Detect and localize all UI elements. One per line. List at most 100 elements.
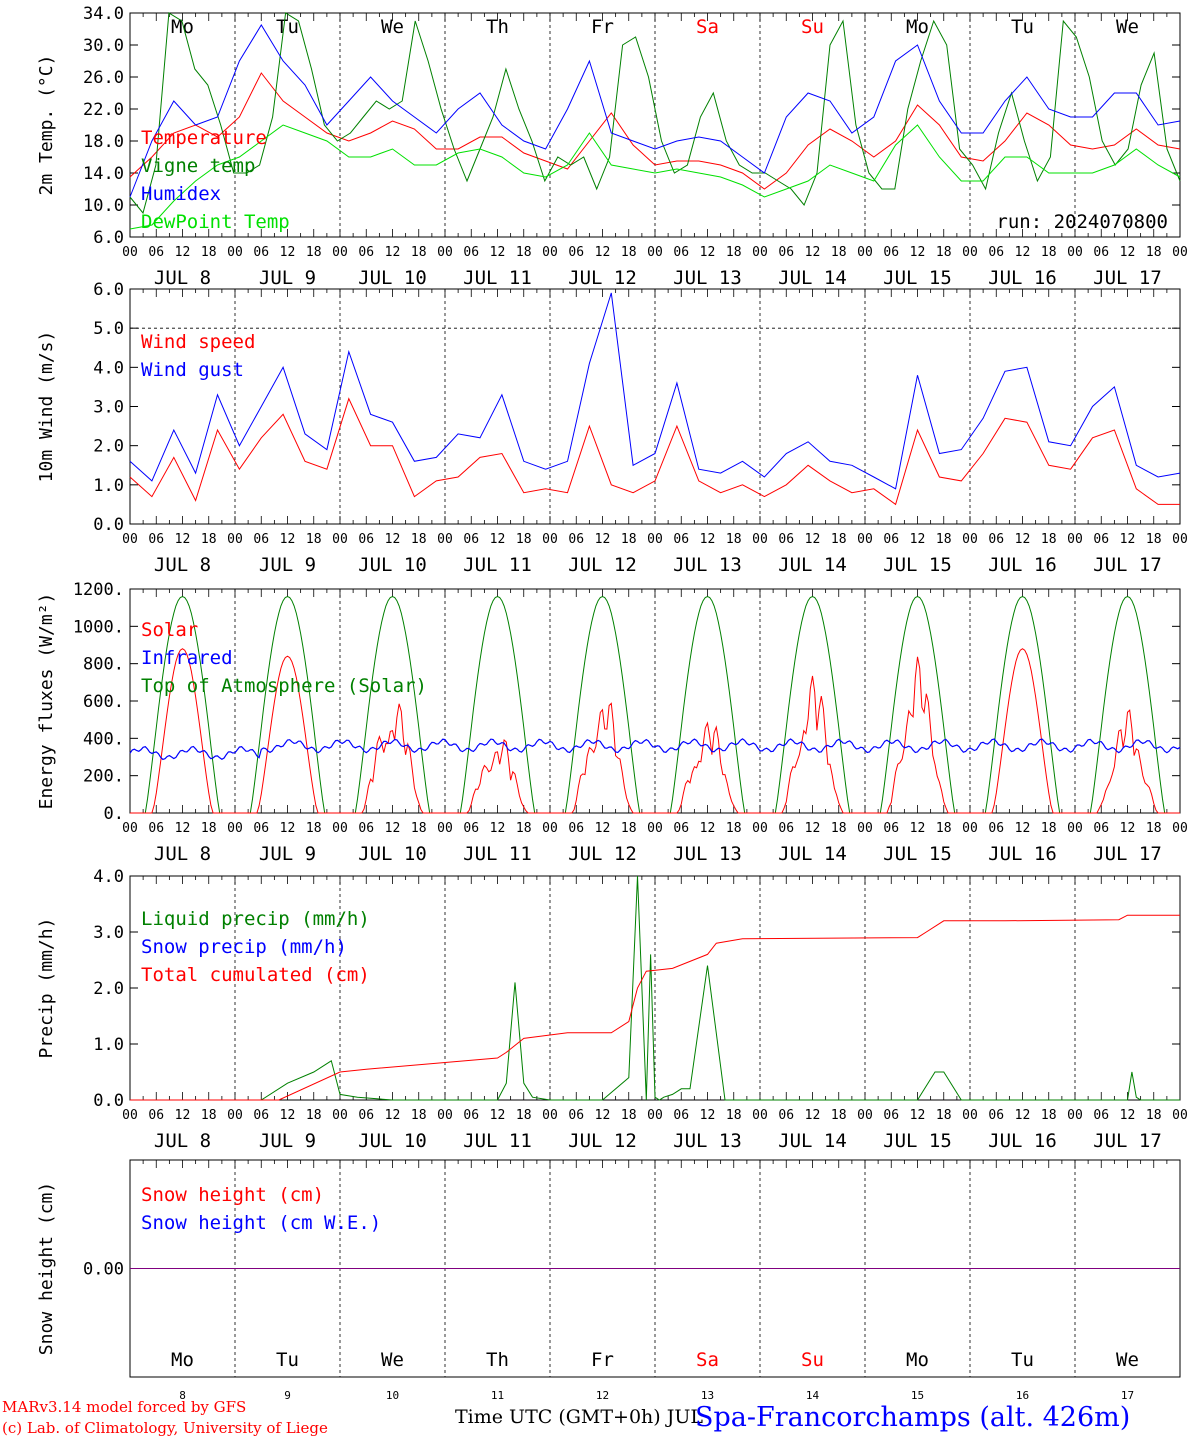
hour-tick-label: 12 (1120, 532, 1136, 547)
date-label: JUL 15 (883, 1130, 952, 1152)
day-number-label: 14 (806, 1389, 820, 1402)
y-tick-label: 1.0 (93, 1035, 124, 1055)
date-label: JUL 11 (463, 1130, 532, 1152)
day-name-label: Su (801, 16, 824, 38)
legend-item: Top of Atmosphere (Solar) (141, 675, 427, 697)
day-name-label: Fr (591, 16, 614, 38)
hour-tick-label: 00 (857, 245, 873, 260)
hour-tick-label: 12 (1120, 821, 1136, 836)
hour-tick-label: 06 (673, 821, 689, 836)
date-label: JUL 11 (463, 267, 532, 289)
hour-tick-label: 00 (752, 245, 768, 260)
date-label: JUL 10 (358, 1130, 427, 1152)
hour-tick-label: 06 (778, 245, 794, 260)
date-label: JUL 11 (463, 843, 532, 865)
hour-tick-label: 12 (700, 532, 716, 547)
hour-tick-label: 00 (122, 532, 138, 547)
hour-tick-label: 18 (306, 532, 322, 547)
hour-tick-label: 06 (568, 532, 584, 547)
y-tick-label: 4.0 (93, 867, 124, 887)
hour-tick-label: 06 (358, 1108, 374, 1123)
day-name-label: Tu (276, 16, 299, 38)
hour-tick-label: 00 (1067, 1108, 1083, 1123)
hour-tick-label: 12 (175, 532, 191, 547)
hour-tick-label: 18 (1041, 1108, 1057, 1123)
hour-tick-label: 00 (227, 1108, 243, 1123)
y-tick-label: 4.0 (93, 358, 124, 378)
hour-tick-label: 00 (647, 532, 663, 547)
hour-tick-label: 06 (148, 1108, 164, 1123)
day-name-label: We (381, 1349, 404, 1371)
series-line-total-cumulated-cm- (130, 914, 1180, 1101)
hour-tick-label: 12 (175, 245, 191, 260)
hour-tick-label: 18 (516, 1108, 532, 1123)
hour-tick-label: 06 (1093, 245, 1109, 260)
series-line-wind-speed (129, 397, 1180, 506)
hour-tick-label: 00 (1067, 821, 1083, 836)
y-tick-label: 0.00 (83, 1260, 124, 1280)
legend-item: Wind gust (141, 359, 244, 381)
day-name-label: We (1116, 1349, 1139, 1371)
hour-tick-label: 18 (411, 1108, 427, 1123)
date-label: JUL 8 (154, 1130, 211, 1152)
hour-tick-label: 18 (726, 245, 742, 260)
hour-tick-label: 12 (280, 821, 296, 836)
hour-tick-label: 00 (1067, 245, 1083, 260)
date-label: JUL 17 (1093, 267, 1162, 289)
hour-tick-label: 00 (227, 245, 243, 260)
hour-tick-label: 06 (358, 532, 374, 547)
day-name-label: We (381, 16, 404, 38)
hour-tick-label: 12 (1015, 1108, 1031, 1123)
hour-tick-label: 06 (988, 1108, 1004, 1123)
y-tick-label: 1200. (73, 580, 124, 600)
y-tick-label: 3.0 (93, 923, 124, 943)
hour-tick-label: 06 (988, 821, 1004, 836)
hour-tick-label: 06 (253, 245, 269, 260)
y-tick-label: 0.0 (93, 515, 124, 535)
date-label: JUL 17 (1093, 554, 1162, 576)
hour-tick-label: 00 (542, 245, 558, 260)
date-label: JUL 13 (673, 267, 742, 289)
hour-tick-label: 18 (201, 821, 217, 836)
hour-tick-label: 00 (962, 821, 978, 836)
hour-tick-label: 00 (647, 821, 663, 836)
date-label: JUL 14 (778, 1130, 847, 1152)
hour-tick-label: 12 (175, 821, 191, 836)
legend-item: Temperature (141, 127, 267, 149)
hour-tick-label: 00 (437, 821, 453, 836)
hour-tick-label: 00 (857, 821, 873, 836)
hour-tick-label: 00 (437, 532, 453, 547)
hour-tick-label: 00 (332, 532, 348, 547)
hour-tick-label: 00 (227, 821, 243, 836)
y-tick-label: 22.0 (83, 100, 124, 120)
y-tick-label: 1000. (73, 617, 124, 637)
hour-tick-label: 18 (1041, 821, 1057, 836)
hour-tick-label: 18 (831, 1108, 847, 1123)
credit-lab: (c) Lab. of Climatology, University of L… (2, 1419, 328, 1437)
hour-tick-label: 06 (673, 1108, 689, 1123)
hour-tick-label: 06 (463, 821, 479, 836)
day-name-label: Mo (906, 1349, 929, 1371)
hour-tick-label: 18 (936, 245, 952, 260)
date-label: JUL 13 (673, 843, 742, 865)
y-tick-label: 200. (83, 767, 124, 787)
run-label: run: 2024070800 (996, 211, 1168, 233)
hour-tick-label: 12 (490, 1108, 506, 1123)
hour-tick-label: 00 (752, 1108, 768, 1123)
y-tick-label: 3.0 (93, 398, 124, 418)
day-name-label: Tu (276, 1349, 299, 1371)
hour-tick-label: 12 (700, 821, 716, 836)
hour-tick-label: 00 (542, 532, 558, 547)
hour-tick-label: 18 (621, 532, 637, 547)
date-label: JUL 10 (358, 267, 427, 289)
series-line-vigne-temp (129, 12, 1181, 215)
date-label: JUL 17 (1093, 1130, 1162, 1152)
y-tick-label: 14.0 (83, 164, 124, 184)
hour-tick-label: 12 (490, 245, 506, 260)
hour-tick-label: 18 (1146, 532, 1162, 547)
legend-item: Vigne temp (141, 155, 255, 177)
date-label: JUL 14 (778, 843, 847, 865)
date-label: JUL 12 (568, 843, 637, 865)
date-label: JUL 15 (883, 843, 952, 865)
date-label: JUL 9 (259, 843, 316, 865)
